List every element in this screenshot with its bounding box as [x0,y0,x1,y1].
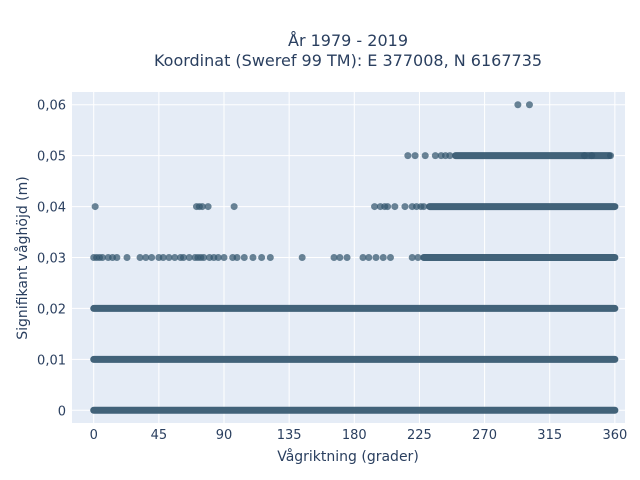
scatter-point [330,254,338,261]
scatter-point [420,203,428,211]
x-tick-label: 315 [537,428,562,443]
scatter-point [411,152,419,160]
scatter-point [171,254,179,261]
scatter-point [179,254,187,261]
y-tick-label: 0,02 [37,302,66,317]
scatter-point [414,254,422,261]
y-tick-label: 0,01 [37,353,66,368]
scatter-point [214,254,222,261]
x-tick-label: 360 [602,428,627,443]
scatter-point [230,203,238,211]
scatter-point [514,101,522,109]
scatter-point [384,203,392,211]
marker-layer [90,101,619,414]
scatter-point [220,254,228,261]
scatter-point [165,254,173,261]
scatter-point [525,101,533,109]
scatter-point [266,254,274,261]
y-tick-label: 0,05 [37,150,66,165]
y-tick-label: 0,04 [37,201,66,216]
scatter-point [240,254,248,261]
y-tick-label: 0,06 [37,99,66,114]
scatter-band [90,355,619,363]
scatter-band [452,152,613,160]
scatter-band [426,203,619,211]
scatter-point [336,254,344,261]
scatter-point [588,152,596,160]
scatter-point [404,152,412,160]
y-tick-label: 0 [58,404,66,419]
scatter-point [421,152,429,160]
scatter-point [379,254,387,261]
scatter-point [123,254,131,261]
scatter-point [372,254,380,261]
x-axis-title: Vågriktning (grader) [277,448,419,465]
scatter-point [258,254,266,261]
scatter-point [359,254,367,261]
scatter-band [90,304,619,312]
scatter-point [233,254,241,261]
scatter-point [200,254,208,261]
tick-layer: 0 45 90 135 180 225 270 315 360 0 0,01 0,02 0,03 0,04… [37,99,627,443]
x-tick-label: 180 [342,428,367,443]
scatter-point [371,203,379,211]
scatter-point [113,254,121,261]
scatter-point [365,254,373,261]
scatter-point [91,203,99,211]
scatter-point [198,203,206,211]
scatter-point [159,254,167,261]
x-tick-label: 45 [151,428,168,443]
scatter-point [98,254,106,261]
scatter-point [185,254,193,261]
scatter-point [148,254,156,261]
scatter-point [142,254,150,261]
scatter-point [580,152,588,160]
x-tick-label: 0 [90,428,98,443]
scatter-point [386,254,394,261]
scatter-point [298,254,306,261]
scatter-point [343,254,351,261]
scatter-point [401,203,409,211]
scatter-point [249,254,257,261]
x-tick-label: 225 [407,428,432,443]
x-tick-label: 90 [216,428,233,443]
y-axis-title: Signifikant våghöjd (m) [14,176,31,339]
y-tick-label: 0,03 [37,252,66,267]
chart-subtitle: Koordinat (Sweref 99 TM): E 377008, N 61… [154,51,542,70]
scatter-point [204,203,212,211]
scatter-point [391,203,399,211]
chart-title: År 1979 - 2019 [288,31,408,50]
scatter-point [408,254,416,261]
x-tick-label: 270 [472,428,497,443]
x-tick-label: 135 [277,428,302,443]
scatter-point [607,152,615,160]
scatter-point [136,254,144,261]
scatter-band [90,406,619,414]
scatter-point [446,152,454,160]
scatter-band [420,254,619,261]
scatter-point [431,152,439,160]
